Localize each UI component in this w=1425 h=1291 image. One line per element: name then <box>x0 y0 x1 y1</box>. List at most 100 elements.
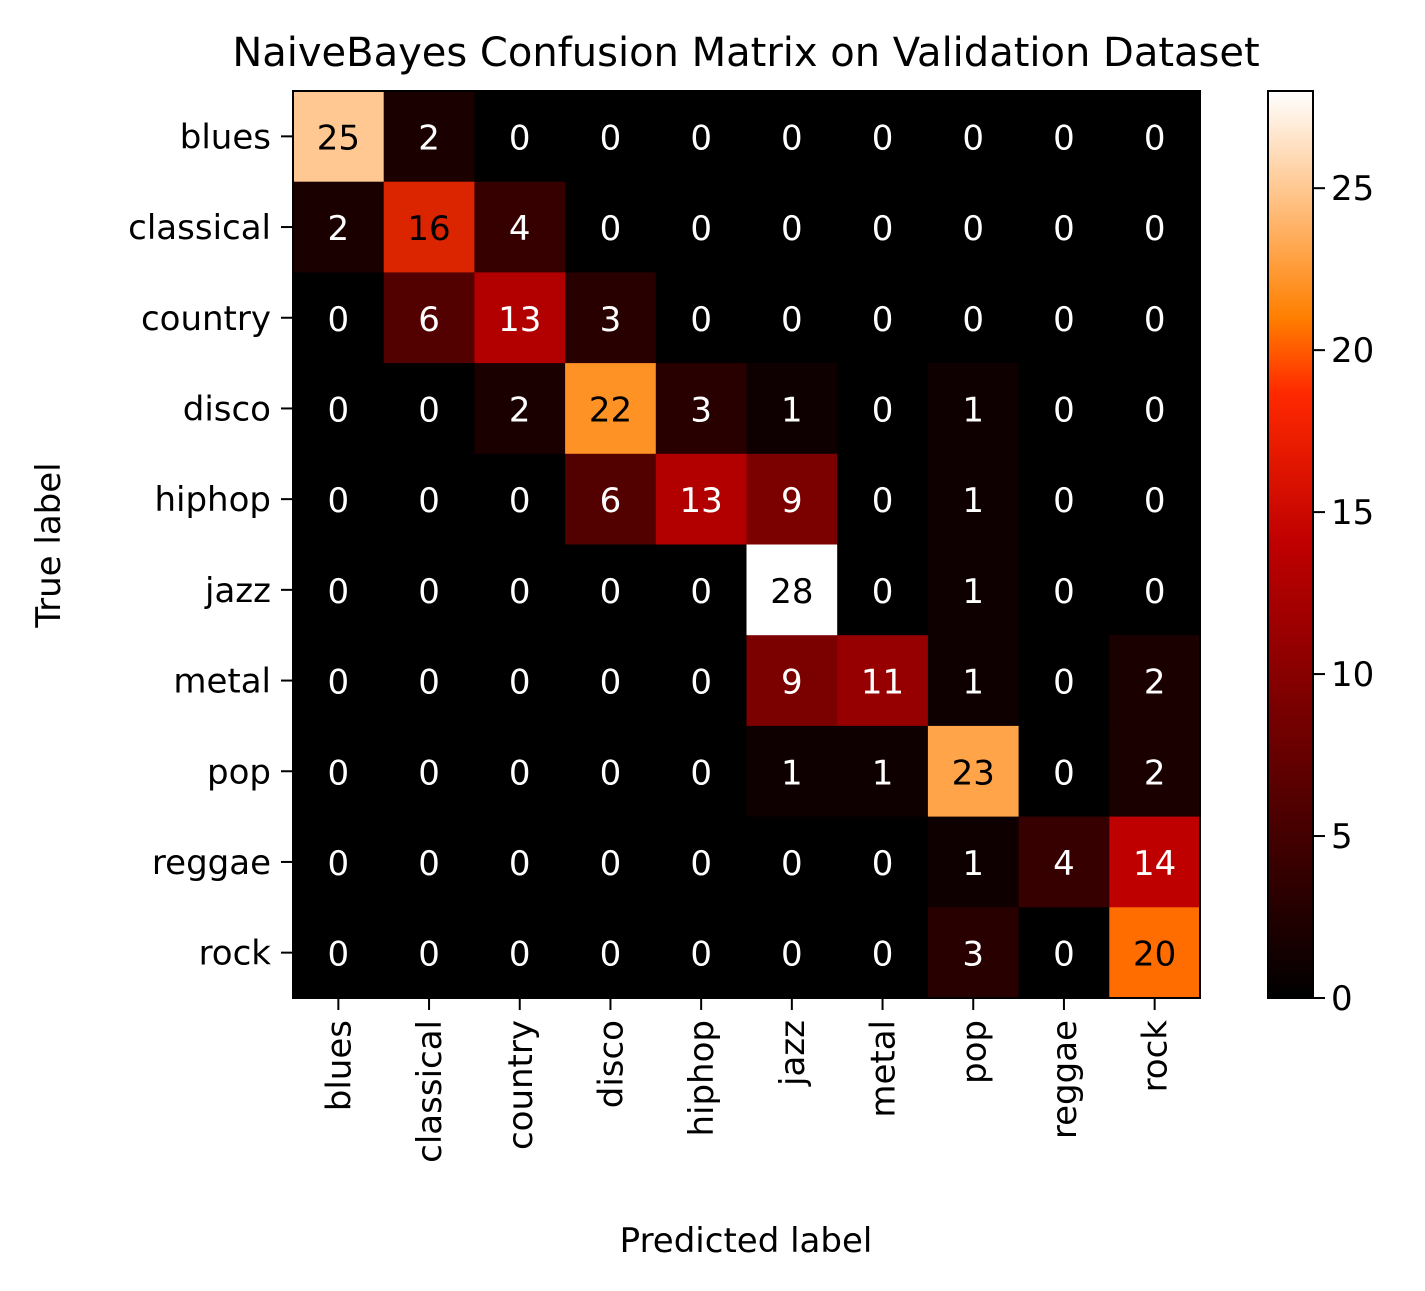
cell-value: 0 <box>1053 300 1075 340</box>
cell-value: 0 <box>600 118 622 158</box>
cell-value: 0 <box>1144 390 1166 430</box>
cell-value: 0 <box>1144 572 1166 612</box>
cell-value: 2 <box>328 209 350 249</box>
heatmap-cell <box>565 181 657 273</box>
cell-value: 0 <box>872 572 894 612</box>
y-tick-label: rock <box>199 934 272 974</box>
heatmap-cell <box>383 544 475 636</box>
cell-value: 0 <box>1144 118 1166 158</box>
heatmap-cell <box>927 725 1020 818</box>
cell-value: 0 <box>509 663 531 703</box>
y-tick-label: blues <box>180 117 271 157</box>
colorbar-ticks: 0 5 10 15 20 25 <box>1313 169 1374 1019</box>
cell-value: 0 <box>872 481 894 521</box>
cell-value: 0 <box>418 572 440 612</box>
heatmap-cell <box>565 91 657 183</box>
cell-value: 13 <box>680 481 723 521</box>
cell-value: 0 <box>1053 390 1075 430</box>
heatmap-cell <box>746 181 838 273</box>
y-tick-label: classical <box>128 208 271 248</box>
cell-value: 0 <box>600 663 622 703</box>
heatmap-cell <box>293 907 385 999</box>
heatmap-cell <box>565 363 657 455</box>
heatmap-cell <box>837 91 929 183</box>
cell-value: 0 <box>872 935 894 975</box>
heatmap-cell <box>474 272 566 364</box>
cell-value: 0 <box>328 663 350 703</box>
cell-value: 0 <box>781 209 803 249</box>
cell-value: 4 <box>1053 844 1075 884</box>
heatmap-cell <box>565 544 657 636</box>
colorbar-tick-label: 0 <box>1331 979 1353 1019</box>
colorbar-tick-label: 15 <box>1331 493 1374 533</box>
cell-value: 0 <box>690 300 712 340</box>
heatmap-cell <box>1109 816 1201 908</box>
colorbar-tick-label: 5 <box>1331 817 1353 857</box>
cell-value: 0 <box>328 572 350 612</box>
x-tick-label: classical <box>410 1020 450 1163</box>
heatmap-cell <box>927 907 1020 999</box>
heatmap-cell <box>927 635 1020 727</box>
y-tick-label: reggae <box>152 843 271 883</box>
x-tick-label: country <box>501 1020 541 1150</box>
heatmap-cell <box>474 181 566 273</box>
cell-value: 0 <box>690 118 712 158</box>
heatmap-cell <box>655 453 747 545</box>
x-tick-label: disco <box>591 1020 631 1108</box>
cell-value: 1 <box>872 753 894 793</box>
heatmap-cell <box>565 272 657 364</box>
cell-value: 0 <box>1053 663 1075 703</box>
heatmap-cell <box>927 816 1020 908</box>
cell-value: 0 <box>690 209 712 249</box>
heatmap-cell <box>383 181 475 273</box>
heatmap-cell <box>383 907 475 999</box>
heatmap-cell <box>837 453 929 545</box>
cell-value: 6 <box>600 481 622 521</box>
heatmap-cell <box>837 725 929 818</box>
heatmap-cell <box>1109 725 1201 818</box>
heatmap-cell <box>655 272 747 364</box>
heatmap-cell <box>1109 635 1201 727</box>
cell-value-labels: 25 2 0 0 0 0 0 0 0 02 16 4 0 0 0 0 0 0 00 6 13 3 0 0 0 0 0 00 0 2 22 3 1… <box>317 118 1177 974</box>
x-axis-label: Predicted label <box>620 1221 873 1261</box>
cell-value: 16 <box>407 209 450 249</box>
y-tick-label: disco <box>183 389 271 429</box>
x-tick-label: blues <box>319 1020 359 1111</box>
heatmap-cell <box>1018 181 1110 273</box>
heatmap-cell <box>293 453 385 545</box>
y-axis-label: True label <box>29 462 69 628</box>
heatmap-cell <box>746 272 838 364</box>
colorbar-tick-label: 10 <box>1331 655 1374 695</box>
cell-value: 0 <box>1053 572 1075 612</box>
cell-value: 20 <box>1133 935 1176 975</box>
heatmap-cell <box>927 91 1020 183</box>
heatmap-cell <box>837 363 929 455</box>
x-tick-label: hiphop <box>682 1020 722 1137</box>
x-tick-label: metal <box>864 1020 904 1118</box>
heatmap-cell <box>1018 816 1110 908</box>
cell-value: 0 <box>1053 209 1075 249</box>
cell-value: 0 <box>1053 481 1075 521</box>
heatmap-cell <box>1018 363 1110 455</box>
cell-value: 0 <box>1053 935 1075 975</box>
heatmap-cell <box>746 453 838 545</box>
cell-value: 0 <box>509 118 531 158</box>
cell-value: 3 <box>962 935 984 975</box>
heatmap-cell <box>1018 725 1110 818</box>
cell-value: 0 <box>962 300 984 340</box>
heatmap-cell <box>1109 453 1201 545</box>
heatmap-cell <box>927 453 1020 545</box>
cell-value: 0 <box>509 935 531 975</box>
cell-value: 0 <box>600 572 622 612</box>
heatmap-cell <box>746 544 838 636</box>
cell-value: 0 <box>418 753 440 793</box>
heatmap-cell <box>474 91 566 183</box>
cell-value: 13 <box>498 300 541 340</box>
y-tick-label: pop <box>207 752 271 792</box>
cell-value: 0 <box>781 300 803 340</box>
y-tick-label: country <box>141 299 271 339</box>
cell-value: 2 <box>418 118 440 158</box>
heatmap-cell <box>474 363 566 455</box>
cell-value: 25 <box>317 118 360 158</box>
cell-value: 0 <box>690 663 712 703</box>
